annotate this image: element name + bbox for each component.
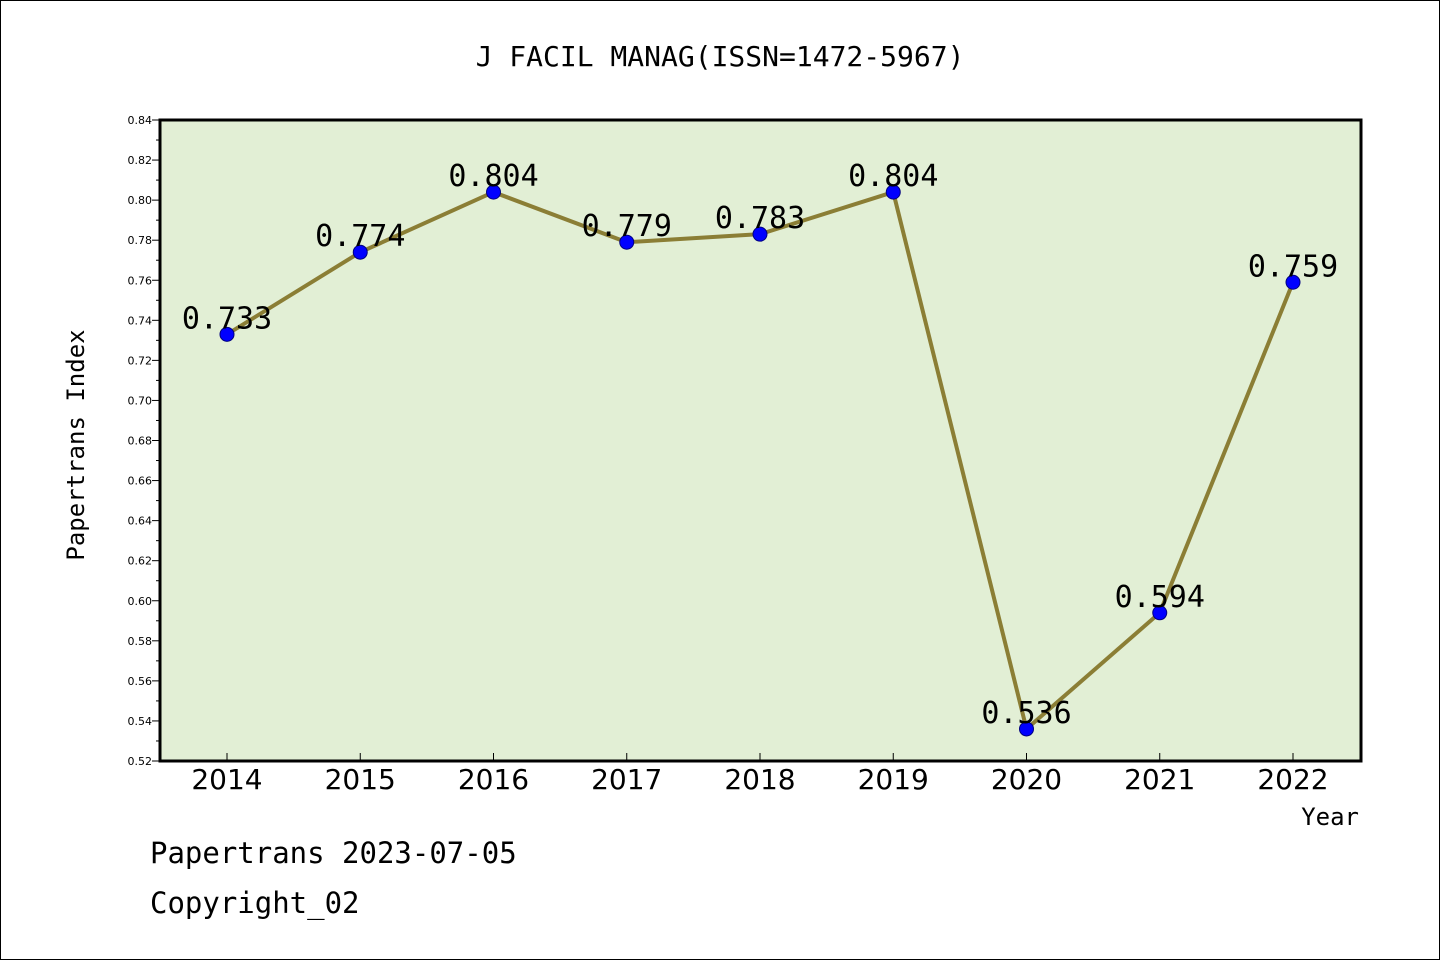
y-tick-label: 0.70 bbox=[128, 394, 153, 407]
y-tick-label: 0.58 bbox=[128, 635, 153, 648]
data-label: 0.804 bbox=[848, 159, 938, 194]
x-tick-label: 2016 bbox=[458, 763, 529, 796]
y-tick-label: 0.56 bbox=[128, 675, 153, 688]
data-point bbox=[752, 226, 768, 242]
y-tick-label: 0.78 bbox=[128, 234, 153, 247]
x-tick-label: 2022 bbox=[1257, 763, 1328, 796]
x-tick-label: 2021 bbox=[1124, 763, 1195, 796]
data-labels: 0.733 0.774 0.804 0.779 0.783 0.804 0.536 0.594… bbox=[182, 159, 1338, 731]
data-label: 0.783 bbox=[715, 201, 805, 236]
y-tick-label: 0.66 bbox=[128, 475, 153, 488]
x-tick-label: 2018 bbox=[724, 763, 795, 796]
x-tick-label: 2017 bbox=[591, 763, 662, 796]
x-tick-label: 2020 bbox=[991, 763, 1062, 796]
y-tick-label: 0.62 bbox=[128, 555, 153, 568]
data-label: 0.774 bbox=[315, 219, 405, 254]
y-tick-label: 0.82 bbox=[128, 154, 153, 167]
data-label: 0.804 bbox=[448, 159, 538, 194]
x-axis-label: Year bbox=[1301, 803, 1359, 831]
chart-title: J FACIL MANAG(ISSN=1472-5967) bbox=[476, 40, 965, 73]
y-tick-label: 0.80 bbox=[128, 194, 153, 207]
y-tick-label: 0.60 bbox=[128, 595, 153, 608]
x-tick-label: 2015 bbox=[325, 763, 396, 796]
x-tick-label: 2014 bbox=[191, 763, 262, 796]
data-label: 0.536 bbox=[981, 696, 1071, 731]
data-label: 0.594 bbox=[1115, 580, 1205, 615]
data-markers bbox=[219, 184, 1301, 737]
data-point bbox=[1285, 274, 1301, 290]
plot-border bbox=[158, 118, 1363, 763]
data-label: 0.759 bbox=[1248, 249, 1338, 284]
y-tick-label: 0.68 bbox=[128, 435, 153, 448]
y-tick-label: 0.54 bbox=[128, 715, 153, 728]
data-point bbox=[1152, 605, 1168, 621]
x-tick-label: 2019 bbox=[858, 763, 929, 796]
data-label: 0.733 bbox=[182, 301, 272, 336]
y-tick-label: 0.74 bbox=[128, 314, 153, 327]
data-point bbox=[619, 234, 635, 250]
footer-copyright: Copyright_02 bbox=[150, 886, 360, 920]
data-point bbox=[1019, 721, 1034, 737]
data-point bbox=[486, 184, 501, 200]
data-label: 0.779 bbox=[582, 209, 672, 244]
data-point bbox=[352, 244, 368, 260]
y-tick-label: 0.52 bbox=[128, 755, 153, 768]
y-tick-label: 0.72 bbox=[128, 354, 153, 367]
y-tick-label: 0.76 bbox=[128, 274, 153, 287]
y-tick-label: 0.84 bbox=[128, 114, 153, 127]
y-axis-ticks: 0.52 0.54 0.56 0.58 0.60 0.62 0.64 0.66 0.68 0.70… bbox=[128, 114, 160, 768]
y-axis-label: Papertrans Index bbox=[62, 329, 90, 560]
data-point bbox=[885, 184, 901, 200]
data-point bbox=[219, 326, 235, 342]
footer-date: Papertrans 2023-07-05 bbox=[150, 836, 517, 870]
y-tick-label: 0.64 bbox=[128, 515, 153, 528]
x-axis-ticks: 2014 2015 2016 2017 2018 2019 2020 2021 2022 bbox=[191, 753, 1329, 796]
